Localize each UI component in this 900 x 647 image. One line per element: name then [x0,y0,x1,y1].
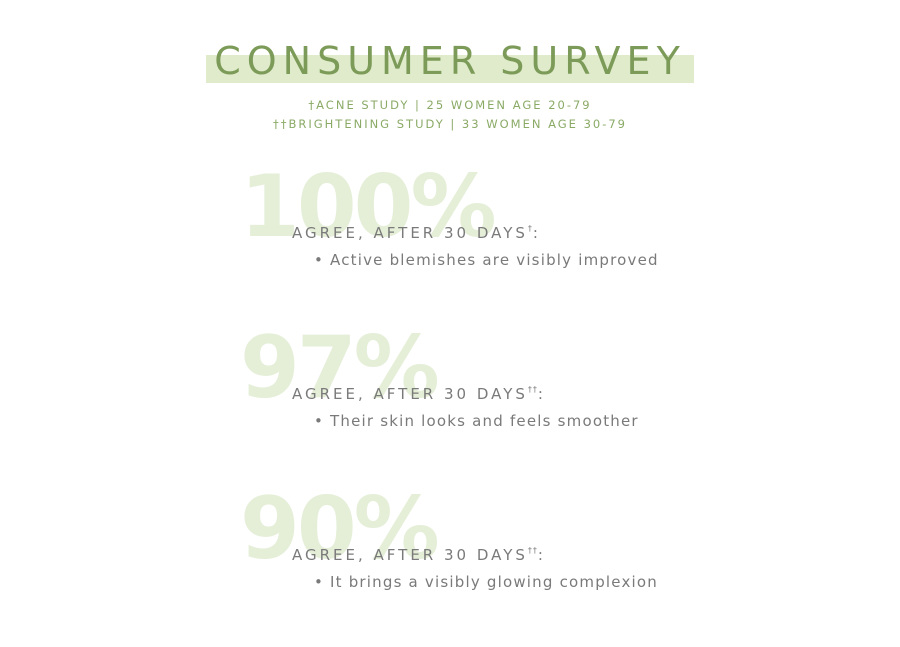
acne-study-note: †ACNE STUDY | 25 WOMEN AGE 20-79 [308,98,592,112]
stat-agree-label: AGREE, AFTER 30 DAYS†: [292,219,541,243]
agree-colon: : [537,385,546,403]
stat-percent: 100% [240,157,497,257]
page-title: CONSUMER SURVEY [214,39,686,83]
agree-text: AGREE, AFTER 30 DAYS [292,546,528,564]
title-highlight [206,55,694,83]
stat-block-97: 97% AGREE, AFTER 30 DAYS††: • Their skin… [240,325,740,455]
stat-percent: 97% [240,318,440,418]
stat-agree-label: AGREE, AFTER 30 DAYS††: [292,380,546,404]
stat-block-100: 100% AGREE, AFTER 30 DAYS†: • Active ble… [240,164,740,294]
footnote-mark: †† [527,385,538,394]
stat-block-90: 90% AGREE, AFTER 30 DAYS††: • It brings … [240,486,740,616]
brightening-study-note: ††BRIGHTENING STUDY | 33 WOMEN AGE 30-79 [272,117,628,131]
stat-bullet: • Active blemishes are visibly improved [314,251,659,269]
footnote-mark: †† [527,546,538,555]
footnote-mark: † [527,224,533,233]
stat-bullet: • Their skin looks and feels smoother [314,412,639,430]
title-block: CONSUMER SURVEY [206,34,694,88]
agree-colon: : [537,546,546,564]
agree-text: AGREE, AFTER 30 DAYS [292,224,528,242]
stat-bullet: • It brings a visibly glowing complexion [314,573,658,591]
agree-text: AGREE, AFTER 30 DAYS [292,385,528,403]
stat-percent: 90% [240,479,440,579]
stat-agree-label: AGREE, AFTER 30 DAYS††: [292,541,546,565]
agree-colon: : [532,224,541,242]
